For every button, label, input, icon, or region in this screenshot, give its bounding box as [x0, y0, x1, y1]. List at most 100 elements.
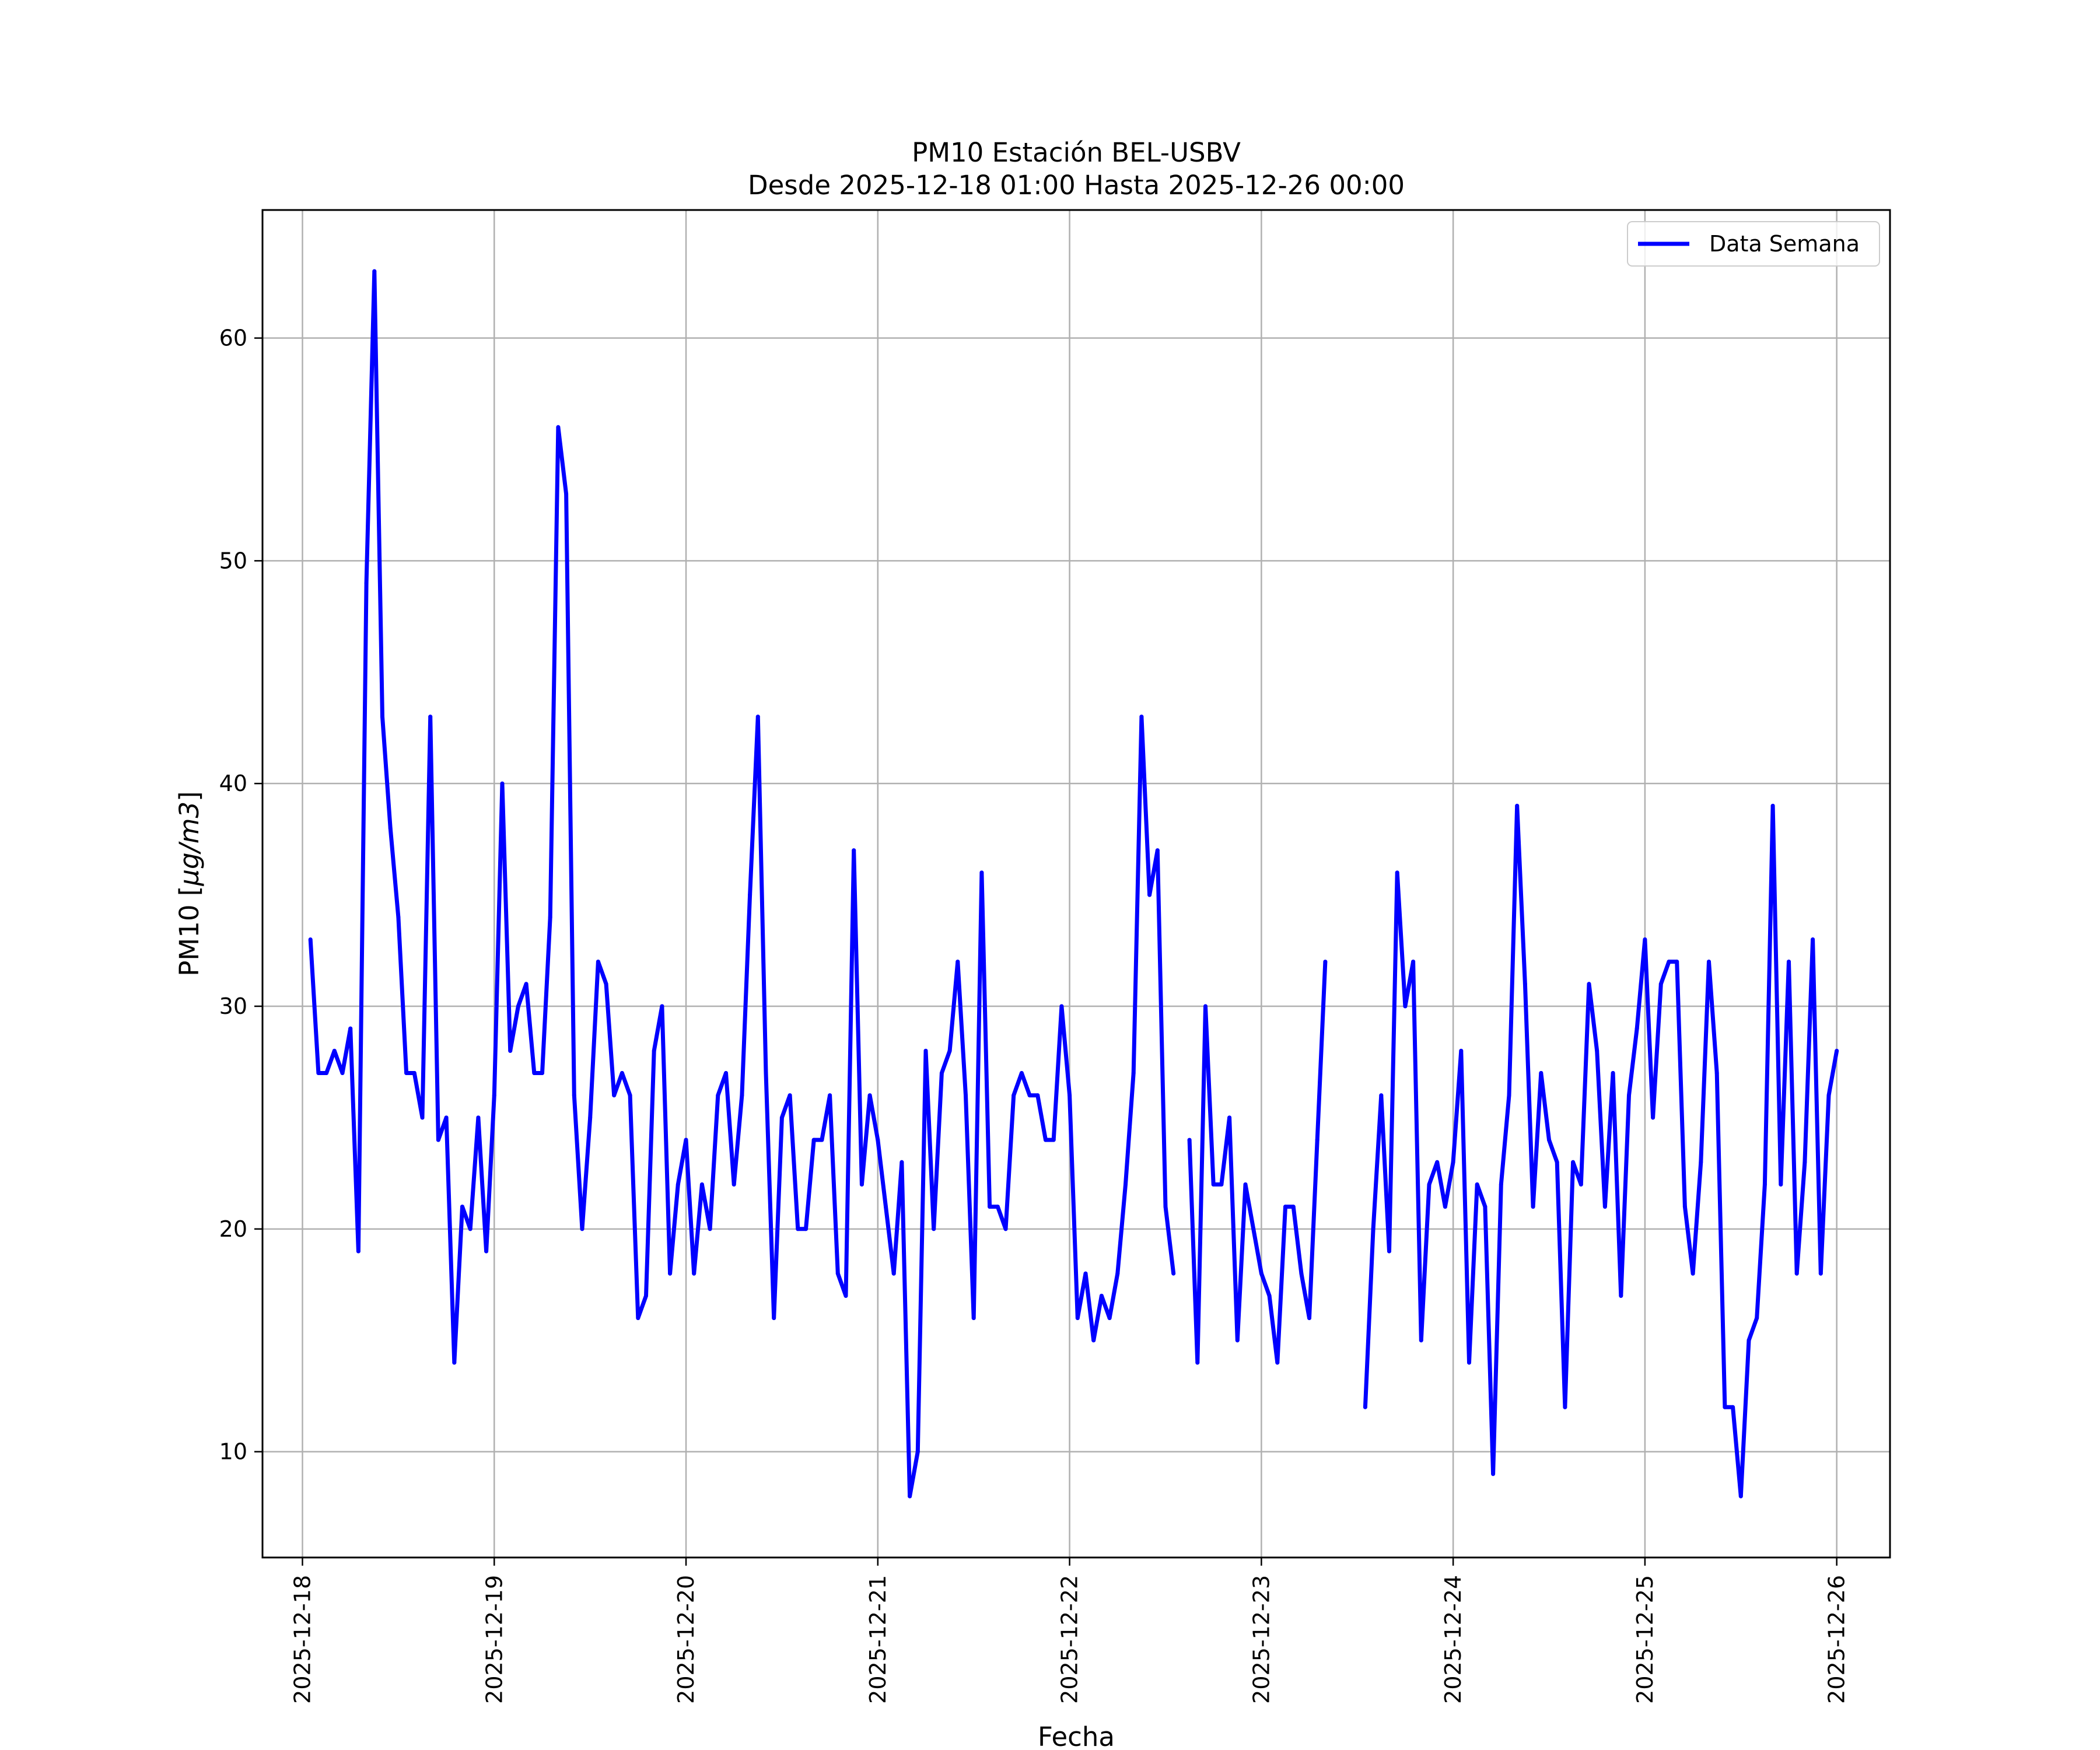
- data-point: [947, 1048, 952, 1053]
- data-point: [1826, 1093, 1831, 1098]
- data-point: [588, 1115, 593, 1120]
- data-point: [820, 1138, 824, 1142]
- data-point: [1419, 1338, 1423, 1343]
- data-point: [316, 1071, 321, 1075]
- data-point: [956, 960, 960, 964]
- data-point: [444, 1115, 449, 1120]
- data-point: [1083, 1271, 1088, 1276]
- data-point: [835, 1271, 840, 1276]
- x-tick-label: 2025-12-20: [673, 1575, 699, 1704]
- data-point: [556, 425, 561, 429]
- data-point: [1794, 1271, 1799, 1276]
- data-point: [332, 1048, 337, 1053]
- data-point: [1307, 1316, 1311, 1320]
- data-point: [755, 715, 760, 719]
- data-point: [1738, 1494, 1743, 1499]
- data-point: [1787, 960, 1791, 964]
- data-point: [964, 1093, 968, 1098]
- data-point: [1163, 1205, 1168, 1209]
- data-point: [340, 1071, 345, 1075]
- data-point: [1171, 1271, 1176, 1276]
- data-point: [1555, 1160, 1559, 1164]
- data-point: [891, 1271, 896, 1276]
- data-point: [1291, 1205, 1296, 1209]
- data-point: [1699, 1160, 1703, 1164]
- data-point: [692, 1271, 696, 1276]
- data-point: [404, 1071, 409, 1075]
- data-point: [724, 1071, 728, 1075]
- data-point: [740, 1093, 744, 1098]
- data-point: [356, 1249, 360, 1254]
- data-point: [988, 1205, 992, 1209]
- data-point: [1315, 1138, 1320, 1142]
- data-point: [1099, 1293, 1104, 1298]
- data-point: [1762, 1182, 1767, 1186]
- x-tick-label: 2025-12-22: [1057, 1575, 1083, 1704]
- data-point: [876, 1138, 880, 1142]
- data-point: [452, 1360, 457, 1365]
- data-point: [1835, 1048, 1839, 1053]
- x-tick-label: 2025-12-18: [289, 1575, 315, 1704]
- data-point: [1115, 1271, 1120, 1276]
- data-point: [1723, 1405, 1727, 1409]
- data-point: [492, 1093, 496, 1098]
- data-point: [1203, 1004, 1208, 1009]
- y-tick-label: 50: [219, 548, 247, 573]
- data-point: [1019, 1071, 1024, 1075]
- data-point: [732, 1182, 736, 1186]
- data-point: [1395, 870, 1399, 875]
- data-point: [596, 960, 600, 964]
- data-point: [1675, 960, 1679, 964]
- data-point: [1435, 1160, 1440, 1164]
- data-point: [348, 1026, 353, 1031]
- data-point: [508, 1048, 513, 1053]
- data-point: [1651, 1115, 1656, 1120]
- data-point: [1690, 1271, 1695, 1276]
- data-point: [540, 1071, 544, 1075]
- data-point: [1131, 1071, 1136, 1075]
- data-point: [1475, 1182, 1479, 1186]
- data-point: [1091, 1338, 1096, 1343]
- data-point: [1211, 1182, 1216, 1186]
- x-tick-label: 2025-12-23: [1248, 1575, 1274, 1704]
- data-point: [1187, 1138, 1192, 1142]
- data-point: [1371, 1227, 1376, 1231]
- legend-label: Data Semana: [1709, 231, 1860, 257]
- data-point: [1507, 1093, 1511, 1098]
- data-point: [1571, 1160, 1576, 1164]
- data-point: [1267, 1293, 1272, 1298]
- data-point: [1443, 1205, 1447, 1209]
- data-point: [1068, 1093, 1072, 1098]
- data-point: [1587, 982, 1591, 986]
- data-point: [468, 1227, 473, 1231]
- data-point: [1035, 1093, 1040, 1098]
- data-point: [716, 1093, 720, 1098]
- data-point: [884, 1205, 888, 1209]
- data-point: [1499, 1182, 1503, 1186]
- data-point: [1746, 1338, 1751, 1343]
- data-point: [1363, 1405, 1367, 1409]
- data-point: [1387, 1249, 1391, 1254]
- data-point: [1563, 1405, 1567, 1409]
- data-point: [1522, 982, 1527, 986]
- data-point: [748, 892, 752, 897]
- data-point: [460, 1205, 464, 1209]
- data-point: [811, 1138, 816, 1142]
- data-point: [1682, 1205, 1687, 1209]
- data-point: [1227, 1115, 1232, 1120]
- data-point: [1770, 803, 1775, 808]
- data-point: [979, 870, 984, 875]
- data-point: [564, 492, 569, 496]
- data-point: [1003, 1227, 1008, 1231]
- data-point: [436, 1138, 440, 1142]
- data-point: [1044, 1138, 1048, 1142]
- data-point: [500, 781, 505, 786]
- data-point: [1059, 1004, 1064, 1009]
- x-tick-label: 2025-12-24: [1440, 1575, 1466, 1704]
- data-point: [788, 1093, 792, 1098]
- y-tick-label: 10: [219, 1439, 247, 1465]
- data-point: [1235, 1338, 1240, 1343]
- data-point: [1379, 1093, 1384, 1098]
- y-tick-label: 60: [219, 326, 247, 351]
- legend: Data Semana: [1627, 221, 1880, 267]
